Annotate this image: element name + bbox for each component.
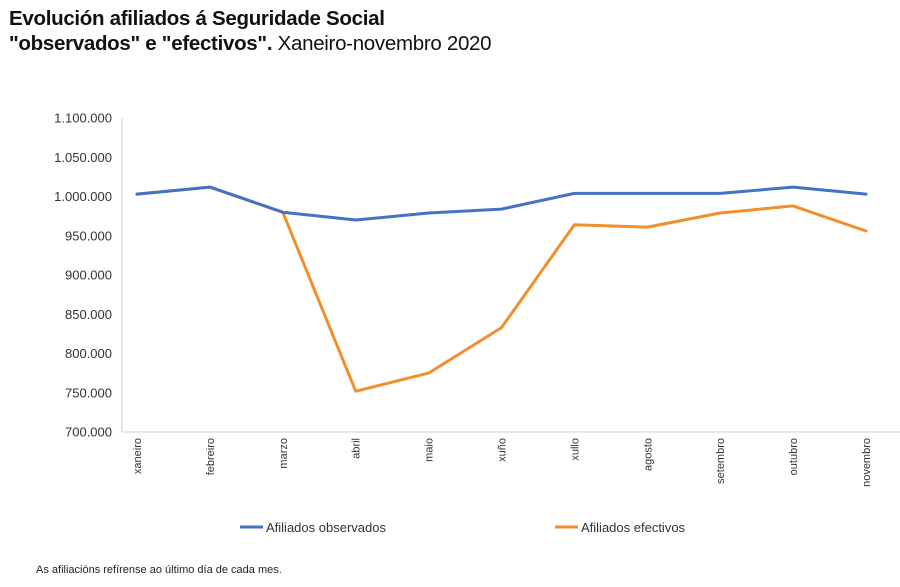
x-tick-label: agosto — [642, 438, 654, 471]
y-tick-label: 800.000 — [65, 346, 112, 361]
chart-title: Evolución afiliados á Seguridade Social … — [9, 6, 492, 56]
x-tick-label: maio — [424, 438, 436, 462]
x-tick-label: xullo — [569, 438, 581, 461]
legend-label-observados: Afiliados observados — [266, 520, 386, 535]
y-tick-label: 1.100.000 — [54, 111, 112, 126]
y-tick-label: 750.000 — [65, 385, 112, 400]
chart-title-line2: "observados" e "efectivos". Xaneiro-nove… — [9, 31, 492, 56]
y-tick-label: 850.000 — [65, 307, 112, 322]
y-tick-label: 950.000 — [65, 228, 112, 243]
series-line-efectivos — [135, 185, 868, 393]
chart-subtitle: Xaneiro-novembro 2020 — [272, 32, 492, 55]
chart-title-bold: "observados" e "efectivos". — [9, 32, 273, 55]
chart-title-line1: Evolución afiliados á Seguridade Social — [9, 7, 385, 30]
x-tick-label: outubro — [788, 438, 800, 475]
series-line-observados — [135, 185, 868, 222]
x-tick-label: setembro — [715, 438, 727, 484]
x-tick-label: marzo — [278, 438, 290, 469]
y-tick-label: 700.000 — [65, 425, 112, 440]
x-tick-label: novembro — [861, 438, 873, 487]
footnote: As afiliacións refírense ao último día d… — [36, 564, 282, 576]
x-tick-label: xaneiro — [132, 438, 144, 474]
legend-label-efectivos: Afiliados efectivos — [581, 520, 686, 535]
y-tick-label: 1.050.000 — [54, 150, 112, 165]
y-tick-label: 900.000 — [65, 268, 112, 283]
legend: Afiliados observados Afiliados efectivos — [240, 520, 686, 535]
x-tick-label: xuño — [497, 438, 509, 462]
y-tick-label: 1.000.000 — [54, 189, 112, 204]
x-tick-label: abril — [351, 438, 363, 459]
x-tick-label: febreiro — [205, 438, 217, 475]
